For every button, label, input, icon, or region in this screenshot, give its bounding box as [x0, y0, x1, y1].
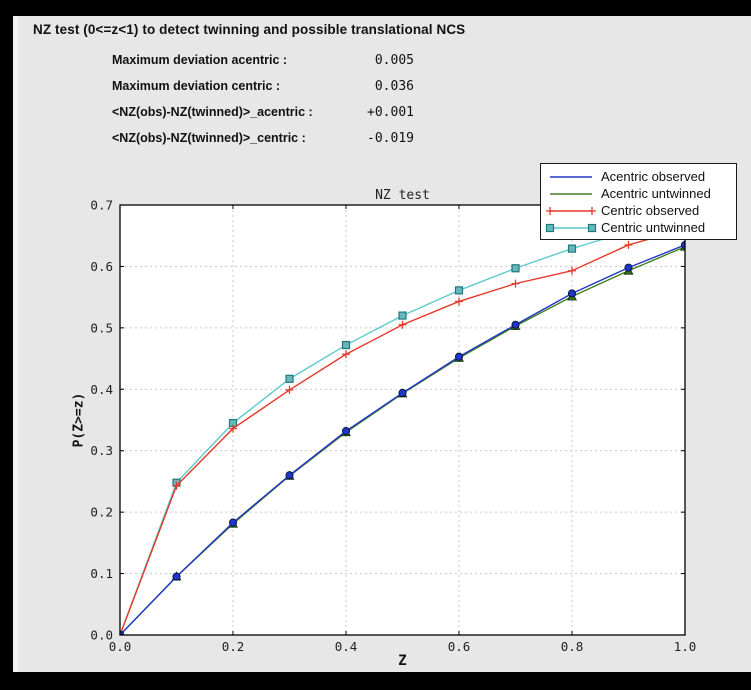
plot-title: NZ test — [375, 188, 430, 203]
legend-label: Centric untwinned — [601, 220, 706, 235]
svg-text:0.2: 0.2 — [90, 505, 113, 520]
legend-line-sample-icon — [550, 192, 592, 195]
y-axis-label: P(Z>=z) — [71, 392, 87, 448]
legend-item-centric-observed: Centric observed — [543, 202, 734, 219]
svg-text:0.6: 0.6 — [448, 639, 471, 654]
stat-value: 0.036 — [374, 79, 414, 94]
stat-row-max-dev-centric: Maximum deviation centric : 0.036 — [112, 79, 432, 94]
legend-item-acentric-untwinned: Acentric untwinned — [543, 185, 734, 202]
svg-text:0.0: 0.0 — [90, 628, 113, 643]
svg-text:0.3: 0.3 — [90, 443, 113, 458]
svg-text:1.0: 1.0 — [674, 639, 697, 654]
window-edge-highlight — [13, 16, 18, 672]
legend-line-sample-icon — [546, 206, 596, 215]
svg-text:0.6: 0.6 — [90, 259, 113, 274]
stat-value: -0.019 — [367, 131, 414, 146]
nz-test-plot: 0.0 0.2 0.4 0.6 0.8 1.0 0.0 0.1 0.2 0.3 0.4 0.5 0.6 0… — [90, 198, 697, 655]
stat-value: 0.005 — [374, 53, 414, 68]
svg-text:0.4: 0.4 — [335, 639, 358, 654]
svg-text:0.7: 0.7 — [90, 198, 113, 213]
legend-label: Acentric observed — [601, 169, 706, 184]
report-panel: NZ test (0<=z<1) to detect twinning and … — [13, 16, 751, 672]
svg-text:0.0: 0.0 — [109, 639, 132, 654]
svg-text:0.4: 0.4 — [90, 382, 113, 397]
svg-text:0.2: 0.2 — [222, 639, 245, 654]
legend-label: Centric observed — [601, 203, 700, 218]
legend-line-sample-icon — [545, 223, 597, 232]
legend-label: Acentric untwinned — [601, 186, 711, 201]
report-title: NZ test (0<=z<1) to detect twinning and … — [33, 22, 466, 37]
stat-label: Maximum deviation acentric : — [112, 53, 288, 67]
stat-label: <NZ(obs)-NZ(twinned)>_centric : — [112, 131, 306, 145]
svg-text:0.1: 0.1 — [90, 566, 113, 581]
stat-label: <NZ(obs)-NZ(twinned)>_acentric : — [112, 105, 313, 119]
stat-row-max-dev-acentric: Maximum deviation acentric : 0.005 — [112, 53, 432, 68]
legend-line-sample-icon — [550, 175, 592, 178]
legend-item-acentric-observed: Acentric observed — [543, 168, 734, 185]
legend-item-centric-untwinned: Centric untwinned — [543, 219, 734, 236]
stat-row-nz-diff-acentric: <NZ(obs)-NZ(twinned)>_acentric : +0.001 — [112, 105, 432, 120]
stat-label: Maximum deviation centric : — [112, 79, 281, 93]
stat-value: +0.001 — [367, 105, 414, 120]
x-axis-label: Z — [398, 653, 407, 669]
svg-text:0.5: 0.5 — [90, 320, 113, 335]
stat-row-nz-diff-centric: <NZ(obs)-NZ(twinned)>_centric : -0.019 — [112, 131, 432, 146]
svg-text:0.8: 0.8 — [561, 639, 584, 654]
plot-legend: Acentric observed Acentric untwinned Cen… — [540, 163, 737, 240]
